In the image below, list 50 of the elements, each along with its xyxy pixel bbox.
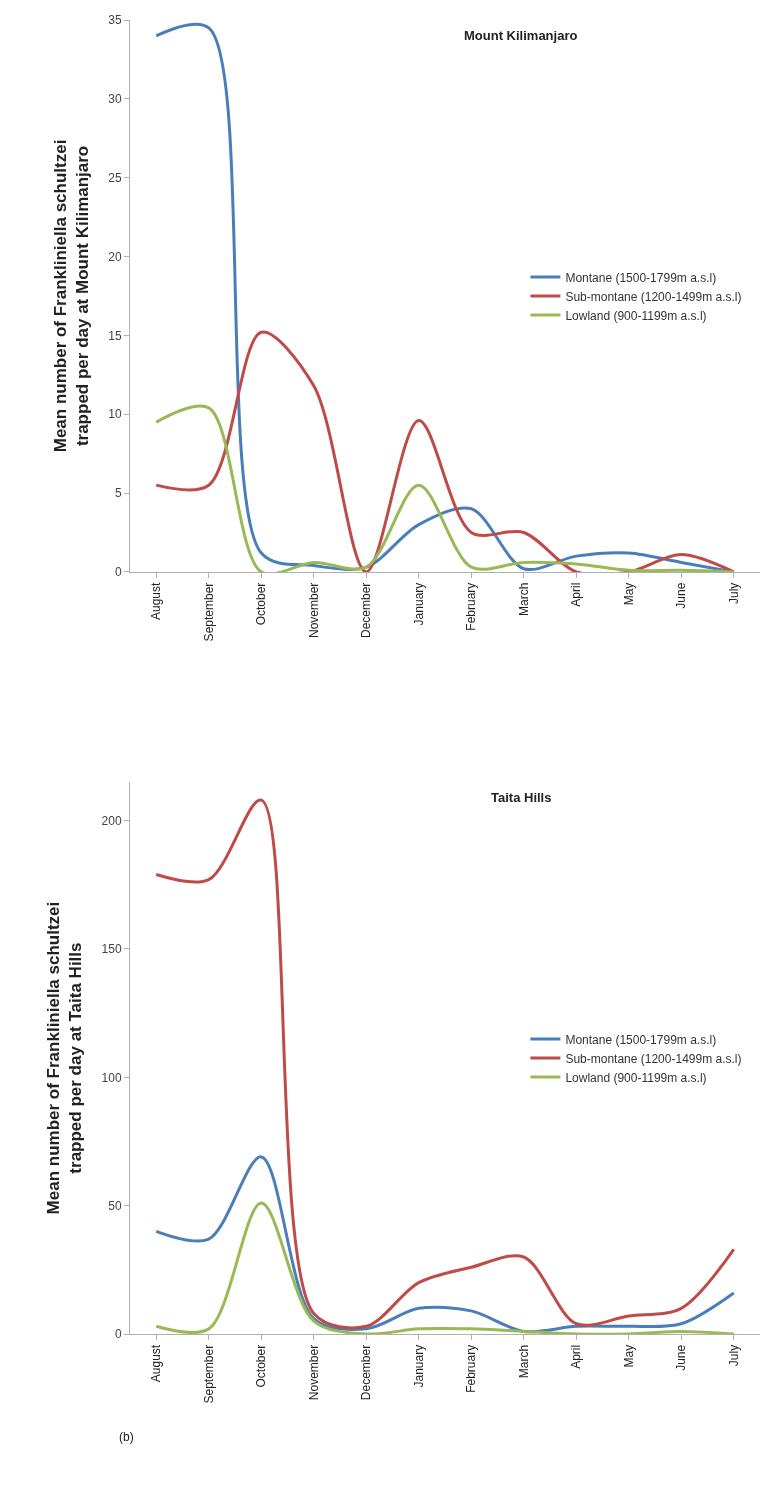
x-tick-label: June: [674, 1344, 689, 1371]
x-tick-label: July: [726, 582, 741, 605]
y-tick-label: 25: [108, 170, 122, 185]
y-tick-label: 20: [108, 249, 122, 264]
x-tick-label: February: [464, 1344, 479, 1393]
legend-label: Sub-montane (1200-1499m a.s.l): [565, 1051, 742, 1066]
x-tick-label: January: [411, 582, 426, 626]
x-tick-label: December: [359, 582, 374, 639]
x-tick-label: April: [569, 582, 584, 607]
x-tick-label: November: [306, 582, 321, 639]
y-tick-label: 200: [101, 813, 122, 828]
legend-label: Lowland (900-1199m a.s.l): [565, 1070, 707, 1085]
y-tick-label: 30: [108, 92, 122, 107]
legend-label: Sub-montane (1200-1499m a.s.l): [565, 289, 742, 304]
x-tick-label: June: [674, 582, 689, 609]
y-tick-label: 15: [108, 328, 122, 343]
line-series: [154, 1201, 736, 1334]
x-tick-label: April: [569, 1344, 584, 1369]
y-tick-label: 0: [114, 565, 122, 580]
text: Taita Hills: [491, 790, 552, 805]
x-tick-label: October: [254, 1344, 269, 1388]
x-tick-label: November: [306, 1344, 321, 1401]
y-axis-title: Mean number of Frankliniella schultzei trapped per day at Taita Hills: [44, 901, 86, 1215]
x-tick-label: October: [254, 582, 269, 626]
x-tick-label: February: [464, 582, 479, 631]
x-tick-label: August: [149, 582, 164, 621]
text: (b): [119, 1430, 134, 1444]
legend-label: Lowland (900-1199m a.s.l): [565, 308, 707, 323]
y-tick-label: 50: [108, 1198, 122, 1213]
y-axis-title: Mean number of Frankliniella schultzei trapped per day at Mount Kilimanjaro: [50, 139, 92, 453]
y-tick-label: 100: [101, 1070, 122, 1085]
y-tick-label: 150: [101, 942, 122, 957]
line-series: [154, 1155, 736, 1334]
x-tick-label: July: [726, 1344, 741, 1367]
text: Mount Kilimanjaro: [464, 28, 578, 43]
y-tick-label: 10: [108, 407, 122, 422]
x-tick-label: September: [201, 1344, 216, 1404]
x-tick-label: August: [149, 1344, 164, 1383]
x-tick-label: March: [516, 582, 531, 617]
legend-label: Montane (1500-1799m a.s.l): [565, 1032, 717, 1047]
y-tick-label: 0: [114, 1327, 122, 1342]
y-tick-label: 35: [108, 13, 122, 28]
x-tick-label: March: [516, 1344, 531, 1379]
x-tick-label: May: [621, 582, 636, 606]
x-tick-label: September: [201, 582, 216, 642]
legend-label: Montane (1500-1799m a.s.l): [565, 270, 717, 285]
x-tick-label: January: [411, 1344, 426, 1388]
y-tick-label: 5: [114, 486, 122, 501]
x-tick-label: May: [621, 1344, 636, 1368]
x-tick-label: December: [359, 1344, 374, 1401]
